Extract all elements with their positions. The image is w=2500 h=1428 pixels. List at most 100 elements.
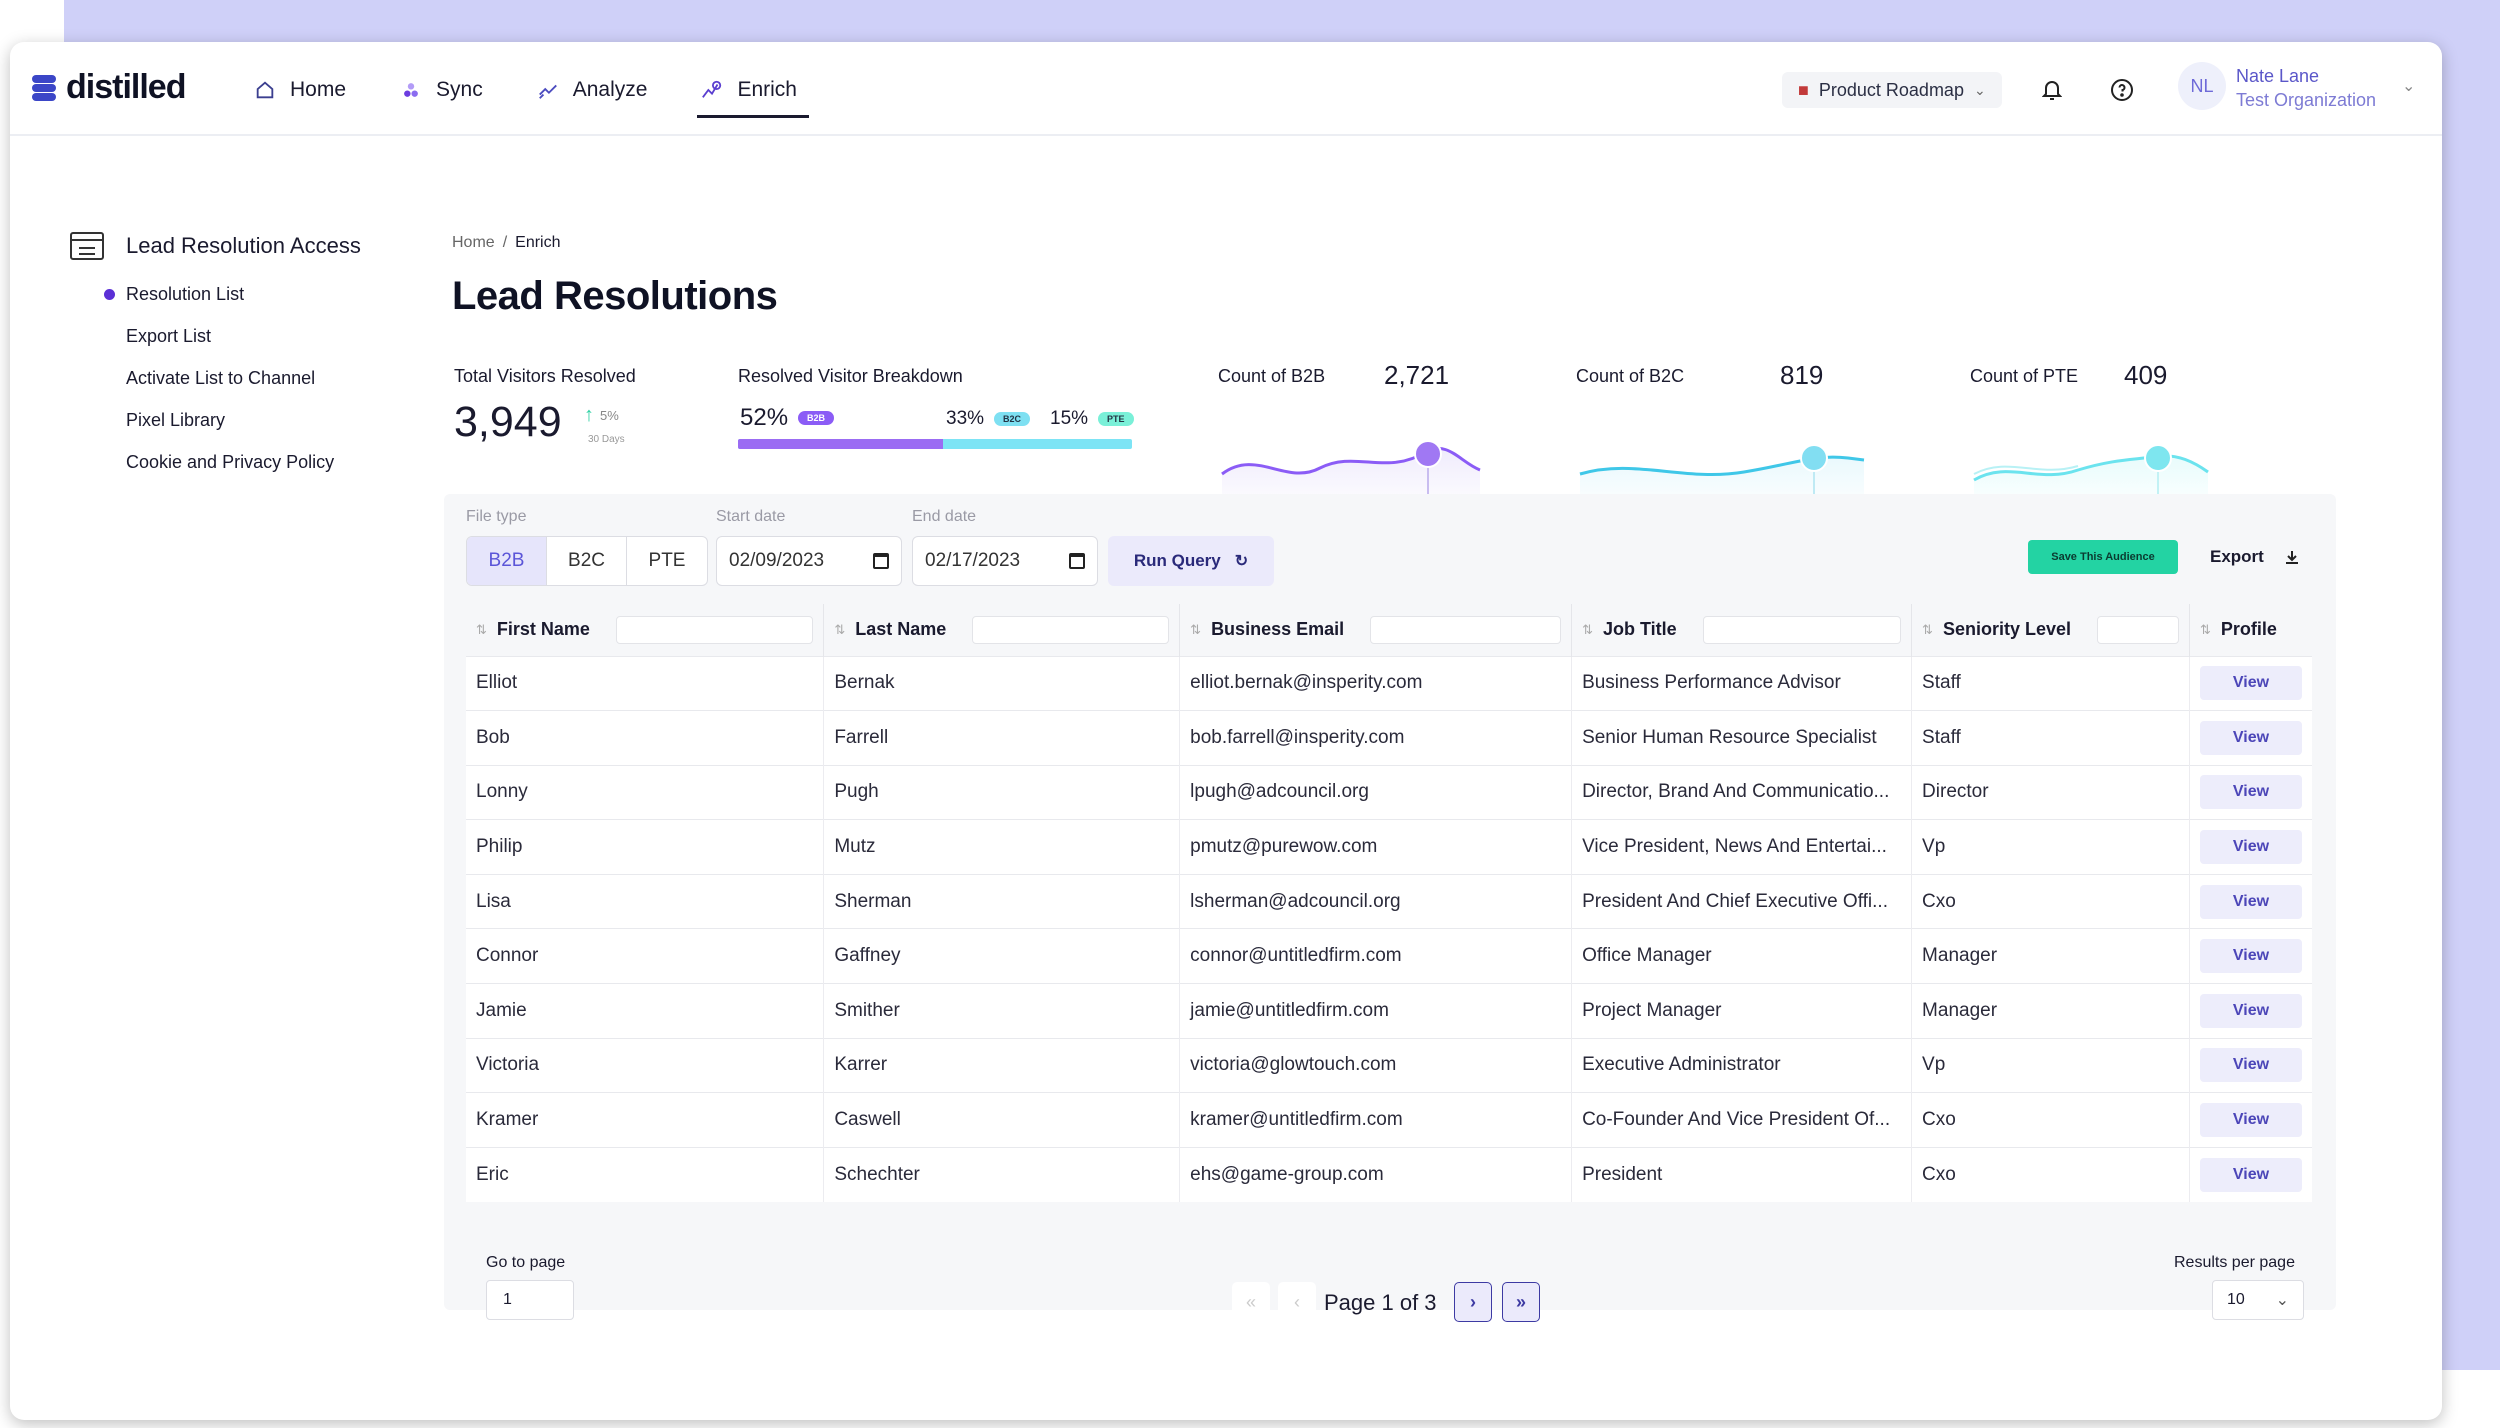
sidebar-item-resolution-list[interactable]: Resolution List xyxy=(103,280,334,322)
start-date-input[interactable]: 02/09/2023 xyxy=(716,536,902,586)
last-name-cell: Schechter xyxy=(823,1146,1181,1202)
profile-cell: View xyxy=(2189,983,2312,1039)
view-profile-button[interactable]: View xyxy=(2199,1103,2302,1138)
column-seniority-label: Seniority Level xyxy=(1942,619,2072,640)
view-profile-button[interactable]: View xyxy=(2199,884,2302,919)
profile-cell: View xyxy=(2189,710,2312,766)
file-type-b2c[interactable]: B2C xyxy=(547,537,627,585)
table-row: Elliot Bernak elliot.bernak@insperity.com B… xyxy=(466,655,2312,711)
view-profile-button[interactable]: View xyxy=(2199,830,2302,865)
view-profile-button[interactable]: View xyxy=(2199,666,2302,701)
bell-icon xyxy=(2042,81,2062,100)
sidebar-item-activate-list[interactable]: Activate List to Channel xyxy=(126,368,316,388)
email-cell: pmutz@purewow.com xyxy=(1179,819,1573,875)
start-date-value: 02/09/2023 xyxy=(729,550,825,571)
view-profile-button[interactable]: View xyxy=(2199,720,2302,755)
end-date-value: 02/17/2023 xyxy=(925,550,1021,571)
column-job-title-label: Job Title xyxy=(1602,619,1677,640)
sidebar-menu: Resolution List Export List Activate Lis… xyxy=(103,280,335,490)
column-seniority-level[interactable]: ⇅ Seniority Level xyxy=(1911,604,2190,656)
goto-page-input[interactable]: 1 xyxy=(486,1280,574,1320)
sidebar-item-export-list[interactable]: Export List xyxy=(126,326,212,346)
view-profile-button[interactable]: View xyxy=(2199,939,2302,974)
table-row: Lisa Sherman lsherman@adcouncil.org Preside… xyxy=(466,873,2312,929)
nav-sync[interactable]: Sync xyxy=(396,68,487,112)
sort-icon[interactable]: ⇅ xyxy=(1190,621,1202,637)
email-cell: jamie@untitledfirm.com xyxy=(1179,983,1573,1039)
user-organization: Test Organization xyxy=(2236,90,2377,110)
user-avatar[interactable]: NL xyxy=(2178,62,2226,110)
chevron-down-icon: ⌄ xyxy=(1973,81,1986,98)
first-name-cell: Eric xyxy=(466,1146,825,1202)
breadcrumb-home[interactable]: Home xyxy=(452,234,495,251)
sort-icon[interactable]: ⇅ xyxy=(1582,621,1593,637)
save-audience-button[interactable]: Save This Audience xyxy=(2028,540,2178,574)
brand-logo[interactable]: distilled xyxy=(32,68,186,107)
run-query-button[interactable]: Run Query ↻ xyxy=(1108,536,1274,586)
first-name-filter-input[interactable] xyxy=(615,615,814,644)
end-date-input[interactable]: 02/17/2023 xyxy=(912,536,1098,586)
sidebar-item-pixel-library[interactable]: Pixel Library xyxy=(126,410,226,430)
user-chevron-icon[interactable]: ⌄ xyxy=(2402,78,2416,95)
last-name-cell: Mutz xyxy=(823,819,1181,875)
nav-enrich-label: Enrich xyxy=(737,78,797,101)
sidebar-item-cookie-policy[interactable]: Cookie and Privacy Policy xyxy=(126,452,335,472)
profile-cell: View xyxy=(2189,1037,2312,1093)
view-profile-button[interactable]: View xyxy=(2199,1048,2302,1083)
seniority-cell: Manager xyxy=(1911,983,2190,1039)
column-first-name[interactable]: ⇅ First Name xyxy=(466,604,825,656)
seniority-cell: Staff xyxy=(1911,710,2190,766)
job-title-cell: Senior Human Resource Specialist xyxy=(1571,710,1913,766)
sort-icon[interactable]: ⇅ xyxy=(476,621,487,637)
calendar-icon[interactable] xyxy=(1069,553,1085,569)
table-row: Kramer Caswell kramer@untitledfirm.com Co-F… xyxy=(466,1092,2312,1148)
nav-analyze[interactable]: Analyze xyxy=(533,68,652,112)
seniority-cell: Cxo xyxy=(1911,1092,2190,1148)
sort-icon[interactable]: ⇅ xyxy=(2199,621,2211,637)
breakdown-b2c-percent: 33% xyxy=(946,408,985,429)
job-title-cell: President xyxy=(1571,1146,1913,1202)
calendar-icon[interactable] xyxy=(873,553,889,569)
breadcrumb-current: Enrich xyxy=(515,234,561,251)
pte-badge: PTE xyxy=(1098,412,1134,426)
file-type-segmented-control: B2B B2C PTE xyxy=(466,536,708,586)
job-title-filter-input[interactable] xyxy=(1702,615,1902,644)
notifications-button[interactable] xyxy=(2036,74,2068,106)
next-page-button[interactable]: › xyxy=(1454,1282,1492,1322)
view-profile-button[interactable]: View xyxy=(2199,775,2302,810)
b2b-badge: B2B xyxy=(798,411,835,425)
sort-icon[interactable]: ⇅ xyxy=(834,621,846,637)
file-type-pte[interactable]: PTE xyxy=(648,550,686,571)
help-button[interactable] xyxy=(2106,74,2138,106)
table-header-row: ⇅ First Name ⇅ Last Name ⇅ Business Email ⇅… xyxy=(466,604,2312,656)
nav-enrich[interactable]: Enrich xyxy=(697,68,809,118)
email-cell: victoria@glowtouch.com xyxy=(1179,1037,1573,1093)
column-last-name-label: Last Name xyxy=(855,619,947,640)
nav-home[interactable]: Home xyxy=(250,68,350,112)
results-panel: File type B2B B2C PTE Start date 02/09/2… xyxy=(444,494,2336,1322)
file-type-b2b[interactable]: B2B xyxy=(467,537,547,585)
car-icon: ■ xyxy=(1798,79,1809,100)
results-per-page-select[interactable]: 10 ⌄ xyxy=(2212,1280,2304,1320)
view-profile-button[interactable]: View xyxy=(2199,993,2302,1028)
top-navigation-bar: distilled Home Sync Analyze Enrich ■ Pro… xyxy=(10,42,2442,136)
column-last-name[interactable]: ⇅ Last Name xyxy=(823,604,1181,656)
view-profile-button[interactable]: View xyxy=(2199,1157,2302,1192)
prev-page-button[interactable]: ‹ xyxy=(1278,1282,1316,1322)
seniority-filter-input[interactable] xyxy=(2097,615,2179,644)
sort-icon[interactable]: ⇅ xyxy=(1922,621,1933,637)
user-name: Nate Lane xyxy=(2236,66,2320,86)
column-job-title[interactable]: ⇅ Job Title xyxy=(1571,604,1913,656)
seniority-cell: Cxo xyxy=(1911,873,2190,929)
job-title-cell: President And Chief Executive Offi... xyxy=(1571,873,1913,929)
last-name-filter-input[interactable] xyxy=(972,615,1170,644)
email-filter-input[interactable] xyxy=(1370,615,1562,644)
column-business-email[interactable]: ⇅ Business Email xyxy=(1179,604,1573,656)
column-profile[interactable]: ⇅ Profile xyxy=(2189,604,2312,656)
last-page-button[interactable]: » xyxy=(1502,1282,1540,1322)
column-first-name-label: First Name xyxy=(496,619,590,640)
user-menu[interactable]: Nate Lane Test Organization xyxy=(2236,64,2376,112)
first-page-button[interactable]: « xyxy=(1232,1282,1270,1322)
export-button[interactable]: Export xyxy=(2210,540,2300,574)
project-selector[interactable]: ■ Product Roadmap ⌄ xyxy=(1782,72,2002,108)
